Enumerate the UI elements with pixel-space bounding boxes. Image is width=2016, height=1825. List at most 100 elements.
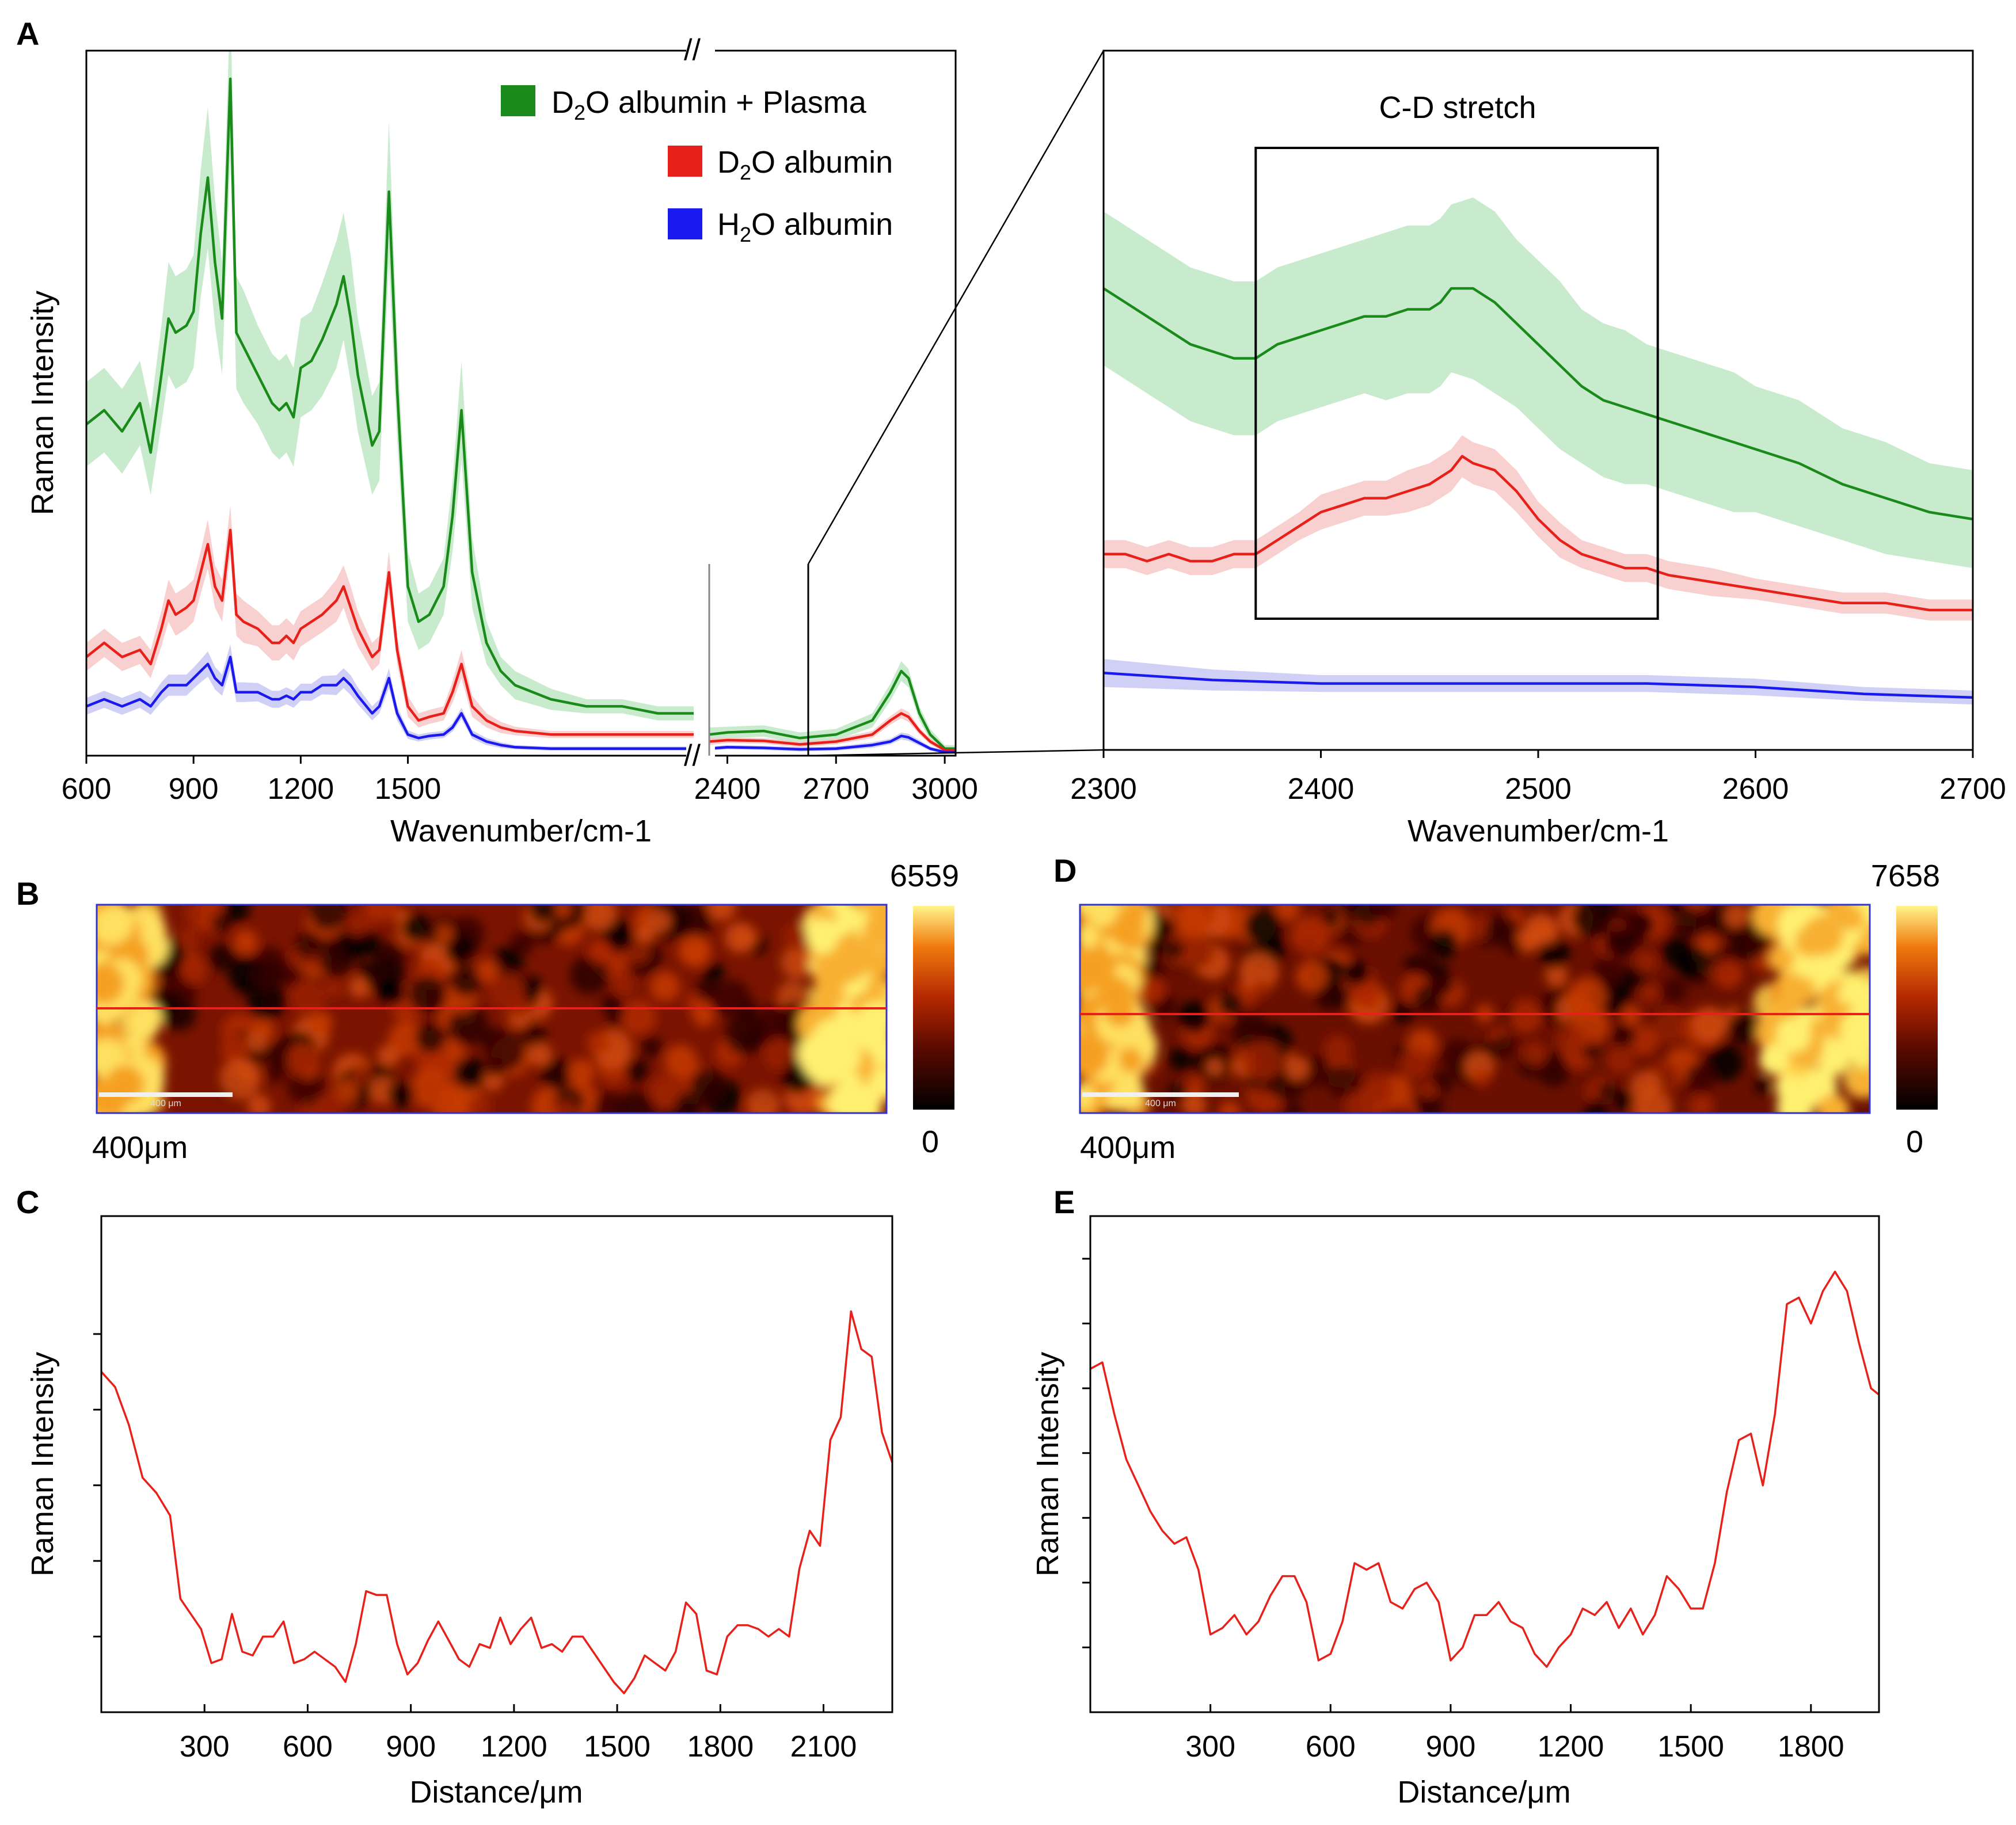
- heatmap-speckle: [724, 922, 755, 953]
- cd-stretch-label: C-D stretch: [1379, 90, 1536, 125]
- heatmap-speckle: [1295, 960, 1328, 993]
- heatmap-speckle: [1539, 938, 1570, 969]
- heatmap-edge-blob: [1775, 1018, 1811, 1053]
- panel-e-frame: [1089, 1215, 1880, 1713]
- heatmap-speckle: [180, 955, 210, 985]
- panel-a-right-segment: [709, 661, 956, 754]
- heatmap-speckle: [492, 947, 524, 979]
- zoom-xlabel: Wavenumber/cm-1: [1408, 814, 1669, 848]
- heatmap-edge-blob: [1770, 946, 1795, 972]
- heatmap-edge-blob: [97, 963, 124, 1004]
- heatmap-edge-blob: [1759, 1044, 1789, 1075]
- heatmap-edge-blob: [1117, 1047, 1143, 1073]
- heatmap-speckle: [1399, 1047, 1432, 1080]
- heatmap-edge-blob: [806, 918, 839, 951]
- heatmap-speckle: [693, 1004, 715, 1027]
- heatmap-speckle: [613, 974, 635, 996]
- heatmap-d-scale-bar-inner: 400 μm: [1145, 1099, 1176, 1108]
- line-plasma-right: [709, 669, 956, 750]
- heatmap-speckle: [664, 1044, 697, 1077]
- legend-swatch-d2o: [668, 146, 702, 177]
- heatmap-edge-blob: [862, 916, 887, 948]
- heatmap-edge-blob: [1849, 1071, 1870, 1099]
- legend-label-h2o: H2O albumin: [717, 207, 893, 246]
- heatmap-edge-blob: [1817, 1094, 1850, 1113]
- heatmap-speckle: [1218, 1100, 1241, 1113]
- heatmap-speckle: [1285, 1056, 1310, 1081]
- heatmap-speckle: [287, 1052, 313, 1078]
- heatmap-speckle: [1605, 927, 1635, 958]
- c-xtick-label-300: 300: [180, 1730, 230, 1763]
- heatmap-speckle: [675, 1092, 703, 1113]
- e-xtick-label-900: 900: [1426, 1730, 1476, 1763]
- heatmap-speckle: [1583, 1042, 1602, 1062]
- c-xtick-label-1800: 1800: [687, 1730, 754, 1763]
- panel-c-frame: [100, 1215, 893, 1713]
- a-xtick-label-2700: 2700: [802, 772, 869, 806]
- heatmap-speckle: [290, 980, 325, 1015]
- heatmap-speckle: [1630, 1070, 1661, 1102]
- heatmap-speckle: [528, 1042, 552, 1067]
- heatmap-speckle: [247, 982, 286, 1020]
- heatmap-speckle: [1486, 914, 1518, 946]
- heatmap-speckle: [1432, 973, 1454, 996]
- heatmap-speckle: [248, 1095, 271, 1113]
- heatmap-speckle: [783, 922, 812, 951]
- panel-e-xlabel: Distance/μm: [1397, 1775, 1570, 1809]
- heatmap-speckle: [265, 1064, 286, 1083]
- heatmap-speckle: [1284, 1102, 1303, 1113]
- heatmap-speckle: [355, 931, 382, 957]
- heatmap-speckle: [605, 924, 633, 952]
- heatmap-speckle: [1410, 951, 1437, 978]
- heatmap-speckle: [388, 1021, 424, 1057]
- heatmap-speckle: [319, 943, 353, 977]
- heatmap-speckle: [450, 965, 482, 997]
- c-xtick-label-1200: 1200: [481, 1730, 547, 1763]
- heatmap-speckle: [316, 1092, 343, 1113]
- heatmap-speckle: [208, 943, 236, 971]
- heatmap-speckle: [1218, 991, 1243, 1016]
- heatmap-speckle: [476, 959, 500, 982]
- heatmap-speckle: [647, 909, 671, 934]
- heatmap-edge-blob: [830, 943, 869, 982]
- heatmap-edge-blob: [1839, 905, 1865, 931]
- heatmap-speckle: [519, 976, 543, 1000]
- heatmap-speckle: [233, 929, 258, 955]
- heatmap-speckle: [1391, 1001, 1415, 1024]
- a-xtick-label-600: 600: [62, 772, 112, 806]
- heatmap-speckle: [388, 1081, 414, 1107]
- heatmap-speckle: [746, 1088, 780, 1113]
- panel-a-xlabel: Wavenumber/cm-1: [390, 814, 652, 848]
- heatmap-speckle: [763, 1038, 796, 1070]
- heatmap-speckle: [446, 936, 475, 965]
- zoom-band-h2o: [1104, 659, 1973, 704]
- panel-label-b: B: [16, 875, 39, 912]
- e-xtick-label-1800: 1800: [1778, 1730, 1844, 1763]
- heatmap-speckle: [1169, 1046, 1193, 1072]
- heatmap-edge-blob: [105, 1065, 144, 1104]
- heatmap-speckle: [486, 1057, 506, 1077]
- heatmap-speckle: [1490, 1034, 1516, 1060]
- heatmap-edge-blob: [1080, 1083, 1096, 1111]
- zoom-band-d2o: [1104, 435, 1973, 621]
- heatmap-edge-blob: [857, 1001, 887, 1041]
- heatmap-speckle: [246, 1030, 268, 1052]
- panel-label-e: E: [1053, 1184, 1075, 1220]
- heatmap-edge-blob: [1777, 1089, 1813, 1113]
- heatmap-speckle: [1473, 1069, 1490, 1087]
- panel-label-a: A: [16, 16, 39, 52]
- zoom-connector-top: [807, 50, 1105, 565]
- a-xtick-label-1500: 1500: [375, 772, 442, 806]
- heatmap-speckle: [1467, 915, 1493, 941]
- heatmap-speckle: [1598, 1083, 1616, 1101]
- heatmap-speckle: [435, 924, 454, 943]
- e-xtick-label-600: 600: [1306, 1730, 1356, 1763]
- zoom-line-plasma: [1104, 287, 1973, 521]
- heatmap-edge-blob: [1080, 1032, 1109, 1077]
- panel-b-map: 400 μm 400μm 6559 0: [92, 859, 959, 1165]
- panel-c-ylabel: Raman Intensity: [25, 1352, 60, 1576]
- panel-label-c: C: [16, 1184, 39, 1220]
- heatmap-speckle: [1612, 1089, 1634, 1111]
- heatmap-edge-blob: [1104, 996, 1135, 1027]
